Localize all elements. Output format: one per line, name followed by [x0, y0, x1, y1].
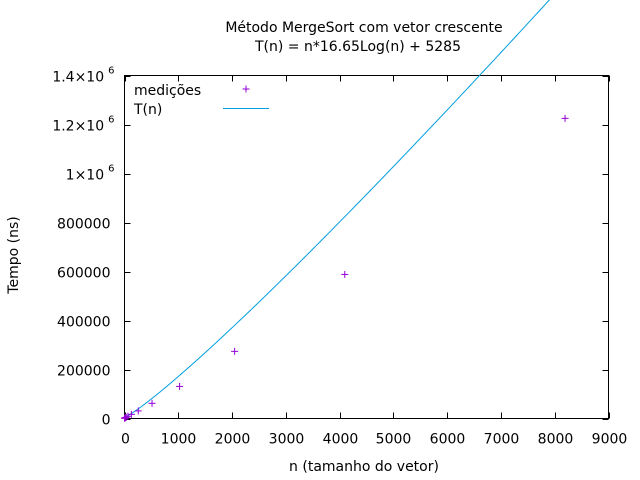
- y-tick-label: 0: [102, 413, 111, 429]
- chart-title-line1: Método MergeSort com vetor crescente: [225, 20, 502, 36]
- x-tick-label: 1000: [161, 432, 197, 448]
- data-point: [148, 399, 156, 407]
- chart-title-line2: T(n) = n*16.65Log(n) + 5285: [254, 39, 461, 55]
- y-tick-labels: 0 200000 400000 600000 800000 1×10 6 1.2×10 6 1.4…: [52, 66, 114, 429]
- series-tn-line: [124, 0, 550, 418]
- data-point: [176, 382, 184, 390]
- x-tick-label: 5000: [376, 432, 412, 448]
- x-tick-label: 8000: [538, 432, 574, 448]
- y-tick-label: 1×10 6: [66, 164, 115, 184]
- y-tick-label: 1.2×10 6: [52, 115, 114, 135]
- data-point: [231, 347, 239, 355]
- axis-ticks: [124, 75, 610, 420]
- data-point: [341, 270, 349, 278]
- y-axis-label: Tempo (ns): [6, 216, 22, 294]
- legend: medições T(n): [133, 83, 269, 118]
- series-medicoes-points: [121, 114, 569, 422]
- plot-border: [124, 75, 609, 419]
- x-axis-label: n (tamanho do vetor): [289, 459, 439, 475]
- x-tick-label: 6000: [430, 432, 466, 448]
- y-tick-label: 400000: [57, 315, 110, 331]
- data-point: [127, 410, 135, 418]
- y-tick-label: 200000: [57, 364, 110, 380]
- x-tick-label: 0: [121, 432, 130, 448]
- data-point: [122, 413, 130, 421]
- legend-label-tn: T(n): [133, 102, 162, 118]
- x-tick-label: 2000: [215, 432, 251, 448]
- tn-curve: [124, 0, 550, 418]
- x-tick-labels: 0 1000 2000 3000 4000 5000 6000 7000 8000 9000: [121, 432, 627, 448]
- data-point: [134, 407, 142, 415]
- data-point: [561, 114, 569, 122]
- x-tick-label: 9000: [592, 432, 628, 448]
- y-tick-label: 600000: [57, 266, 110, 282]
- x-tick-label: 3000: [269, 432, 305, 448]
- legend-label-medicoes: medições: [134, 83, 201, 99]
- y-tick-label: 800000: [57, 217, 110, 233]
- x-tick-label: 7000: [484, 432, 520, 448]
- x-tick-label: 4000: [323, 432, 359, 448]
- y-tick-label: 1.4×10 6: [52, 66, 114, 86]
